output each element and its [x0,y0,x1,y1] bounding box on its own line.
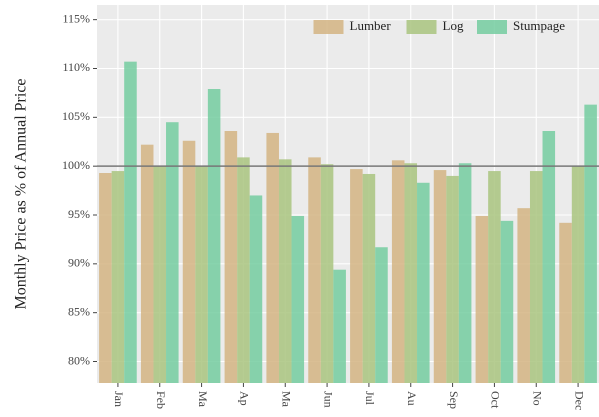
bar [571,166,585,383]
bar [362,173,376,383]
bar [207,89,221,383]
bar [542,131,556,383]
y-tick-label: 80% [68,353,90,367]
bar [291,215,305,383]
y-axis-label: Monthly Price as % of Annual Price [13,78,30,309]
bar [308,157,321,383]
bar [458,163,472,383]
bar [182,140,196,383]
legend-key [406,20,437,34]
legend-key [477,20,507,34]
bar [166,122,179,384]
bar [500,220,514,383]
bar [320,164,334,383]
x-tick-label: Jul [363,391,377,406]
bar [375,247,388,383]
bar [249,195,263,383]
bar [446,175,459,383]
x-tick-label: Oct [489,391,503,409]
bar [417,182,430,383]
bar [488,171,501,383]
y-tick-label: 100% [62,158,90,172]
y-tick-label: 110% [62,60,90,74]
x-tick-label: Jun [321,391,335,408]
bar [195,166,208,383]
bar [529,171,543,383]
bar [333,269,346,383]
bar [278,159,292,383]
bar [559,222,572,383]
bar [433,170,447,383]
x-tick-label: Feb [154,391,168,409]
bar [237,157,250,383]
x-tick-label: Jan [112,391,126,407]
x-tick-label: Ma [196,391,210,408]
legend-label: Log [443,18,464,33]
y-tick-label: 90% [68,256,90,270]
y-tick-label: 105% [62,109,90,123]
bar [224,131,238,383]
y-tick-label: 95% [68,207,90,221]
bar [124,61,137,384]
bar [517,208,530,383]
bar [350,169,363,383]
legend-label: Stumpage [513,18,565,33]
x-tick-label: Sep [447,391,461,409]
legend-key [313,20,344,34]
bar [391,160,405,383]
legend-label: Lumber [350,18,392,33]
x-tick-label: Ap [238,391,252,406]
bar [140,144,154,383]
bar [404,163,418,383]
x-tick-label: No [531,391,545,406]
bar [584,104,597,384]
bar [99,173,112,383]
bar [153,166,167,383]
bar [111,171,125,383]
x-tick-label: Au [405,391,419,406]
y-tick-label: 115% [62,11,90,25]
bar [475,215,489,383]
x-tick-label: Ma [280,391,294,408]
y-tick-label: 85% [68,304,90,318]
x-tick-label: Dec [572,391,586,410]
bar [266,132,279,383]
